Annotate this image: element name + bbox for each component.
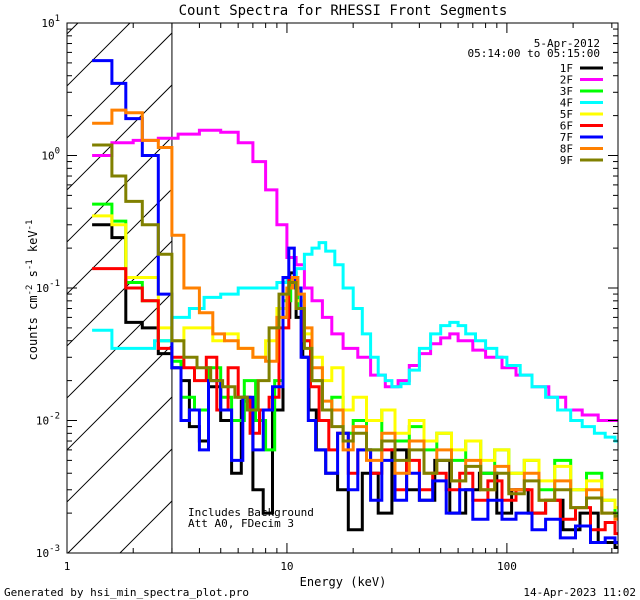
x-tick-label: 1: [64, 560, 71, 573]
series-layer: [92, 59, 618, 549]
series-line-7F: [92, 59, 618, 544]
hatched-region: [66, 22, 173, 554]
time-range-label: 05:14:00 to 05:15:00: [468, 47, 600, 60]
series-line-4F: [92, 241, 618, 443]
legend-label-4F: 4F: [560, 97, 573, 110]
legend-label-8F: 8F: [560, 143, 573, 156]
y-tick-label: 10-2: [36, 412, 60, 428]
footer-generator: Generated by hsi_min_spectra_plot.pro: [4, 586, 249, 599]
hatch-line: [66, 240, 173, 347]
legend-label-3F: 3F: [560, 85, 573, 98]
hatch-line: [66, 188, 173, 295]
x-tick-label: 100: [497, 560, 517, 573]
legend-label-2F: 2F: [560, 74, 573, 87]
hatch-line: [67, 448, 173, 554]
legend-label-5F: 5F: [560, 108, 573, 121]
annotation-attenuator: Att A0, FDecim 3: [188, 517, 294, 530]
axis-ticks: 1 10 100 10-3 10-2 10-1 100 101: [36, 14, 618, 573]
hatch-line: [119, 500, 173, 554]
hatch-line: [66, 32, 173, 139]
series-line-9F: [92, 143, 618, 518]
chart-title: Count Spectra for RHESSI Front Segments: [179, 3, 508, 19]
y-axis-label: counts cm-2 s-1 keV-1: [25, 220, 40, 361]
date-label: 5-Apr-2012: [534, 37, 600, 50]
y-tick-label: 100: [41, 147, 60, 163]
hatch-line: [66, 396, 173, 503]
hatch-line: [66, 84, 173, 191]
y-tick-label: 101: [41, 14, 60, 30]
hatch-line: [66, 344, 173, 451]
x-tick-label: 10: [280, 560, 293, 573]
hatch-line: [66, 22, 79, 35]
legend-label-6F: 6F: [560, 120, 573, 133]
hatch-line: [66, 292, 173, 399]
y-tick-label: 10-3: [36, 544, 60, 560]
x-axis-label: Energy (keV): [300, 575, 387, 589]
legend-label-1F: 1F: [560, 62, 573, 75]
series-line-5F: [92, 214, 618, 510]
y-tick-label: 10-1: [36, 279, 60, 295]
hatch-line: [66, 22, 131, 87]
legend-label-7F: 7F: [560, 131, 573, 144]
annotation-background: Includes Background: [188, 506, 314, 519]
legend-label-9F: 9F: [560, 154, 573, 167]
footer-timestamp: 14-Apr-2023 11:02: [523, 586, 636, 599]
